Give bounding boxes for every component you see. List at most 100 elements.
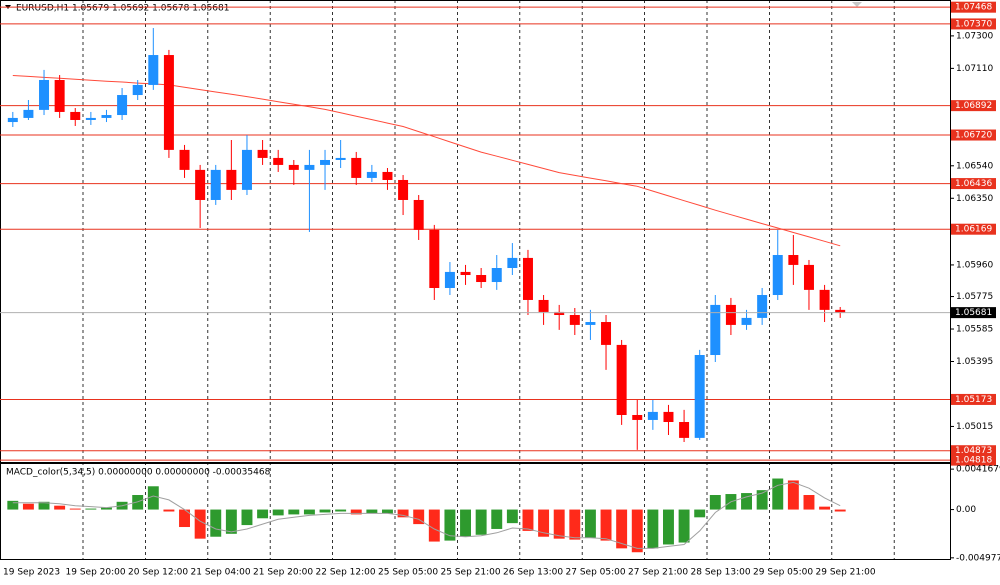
macd-bar xyxy=(147,486,159,510)
candle-body xyxy=(788,255,799,265)
macd-bar xyxy=(382,509,393,514)
price-level-tag xyxy=(951,1,996,13)
macd-bar xyxy=(54,505,66,510)
price-level-label: 1.04873 xyxy=(955,446,992,456)
macd-bar xyxy=(85,508,97,510)
x-tick-label: 21 Sep 20:00 xyxy=(253,568,313,578)
macd-bar xyxy=(756,490,768,510)
macd-bar xyxy=(616,509,628,549)
x-tick-label: 25 Sep 05:00 xyxy=(378,568,438,578)
macd-bar xyxy=(678,509,690,543)
macd-bar xyxy=(569,509,581,540)
macd-bar xyxy=(101,507,112,510)
price-level-tag xyxy=(951,393,996,405)
candle-body xyxy=(85,117,96,120)
candle-body xyxy=(444,271,455,289)
candle-body xyxy=(835,309,846,313)
x-tick-label: 26 Sep 13:00 xyxy=(503,568,563,578)
candle-body xyxy=(210,169,221,200)
price-level-label: 1.06436 xyxy=(955,179,992,189)
last-price-tag xyxy=(951,307,996,319)
x-tick-label: 27 Sep 21:00 xyxy=(628,568,688,578)
candle-body xyxy=(163,55,174,150)
macd-bar xyxy=(38,501,50,510)
price-level-label: 1.05173 xyxy=(955,395,992,405)
y-tick-label: 1.07110 xyxy=(956,64,993,74)
x-tick-label: 29 Sep 05:00 xyxy=(753,568,813,578)
candle-body xyxy=(757,295,768,318)
y-tick-label: 1.05960 xyxy=(956,260,993,270)
x-tick-label: 29 Sep 21:00 xyxy=(816,568,876,578)
candle-body xyxy=(288,164,299,170)
macd-bar xyxy=(366,509,378,514)
macd-signal xyxy=(12,481,841,549)
macd-bar xyxy=(210,509,222,537)
last-price-label: 1.05681 xyxy=(955,308,992,318)
candle-body xyxy=(772,255,783,296)
macd-bar xyxy=(257,509,269,519)
candle-body xyxy=(39,79,50,110)
macd-bar xyxy=(772,478,784,510)
macd-bar xyxy=(241,509,253,526)
price-level-tag xyxy=(951,178,996,190)
macd-bar xyxy=(522,509,534,531)
macd-panel-border xyxy=(0,463,951,560)
candle-body xyxy=(710,304,721,356)
macd-bar xyxy=(303,509,315,515)
price-level-tag xyxy=(951,223,996,235)
price-panel-border xyxy=(0,0,951,463)
macd-bar xyxy=(553,509,565,539)
y-tick-label: 1.05585 xyxy=(956,325,993,335)
macd-bar xyxy=(69,508,81,510)
macd-bar xyxy=(350,509,362,515)
macd-bar xyxy=(787,480,799,510)
macd-bar xyxy=(475,509,487,535)
candle-body xyxy=(616,344,627,415)
candle-body xyxy=(226,169,237,190)
x-tick-label: 22 Sep 12:00 xyxy=(316,568,376,578)
macd-bar xyxy=(22,503,34,510)
price-level-tag xyxy=(951,445,996,457)
candle-body xyxy=(241,149,252,190)
x-tick-label: 20 Sep 12:00 xyxy=(128,568,188,578)
x-tick-label: 19 Sep 2023 xyxy=(3,568,60,578)
candle-body xyxy=(273,157,284,165)
candle-body xyxy=(819,289,830,310)
candle-body xyxy=(101,115,112,118)
y-tick-label: 1.06540 xyxy=(956,161,993,171)
y-tick-label: 0.0041679 xyxy=(956,465,1000,475)
candle-body xyxy=(522,257,533,300)
candle-body xyxy=(70,111,81,120)
macd-bar xyxy=(819,506,831,510)
candle-body xyxy=(491,268,502,283)
x-tick-label: 27 Sep 05:00 xyxy=(566,568,626,578)
candle-body xyxy=(647,411,658,420)
macd-bar xyxy=(694,509,706,518)
macd-bar xyxy=(288,509,300,515)
candle-body xyxy=(507,257,518,269)
candle-body xyxy=(132,84,143,96)
macd-bar xyxy=(834,509,846,512)
indicator-title: MACD_color(5,34,5) 0.00000000 0.00000000… xyxy=(6,468,271,478)
candle-body xyxy=(195,169,206,200)
y-tick-label: 1.06350 xyxy=(956,194,993,204)
price-level-label: 1.06720 xyxy=(955,131,992,141)
macd-bar xyxy=(663,509,674,545)
chart-title: EURUSD,H1 1.05679 1.05692 1.05678 1.0568… xyxy=(16,4,229,14)
candle-body xyxy=(663,411,674,423)
price-level-tag xyxy=(951,129,996,141)
macd-bar xyxy=(631,509,643,553)
macd-bar xyxy=(335,509,347,512)
candle-body xyxy=(7,117,18,123)
macd-bar xyxy=(163,509,175,512)
candle-body xyxy=(679,422,690,438)
candle-body xyxy=(569,315,580,325)
candle-body xyxy=(351,157,362,178)
price-level-tag xyxy=(951,18,996,30)
candle-body xyxy=(257,149,268,158)
candle-body xyxy=(382,171,393,180)
candle-body xyxy=(23,109,34,118)
candle-body xyxy=(179,149,190,170)
candle-body xyxy=(413,199,424,230)
